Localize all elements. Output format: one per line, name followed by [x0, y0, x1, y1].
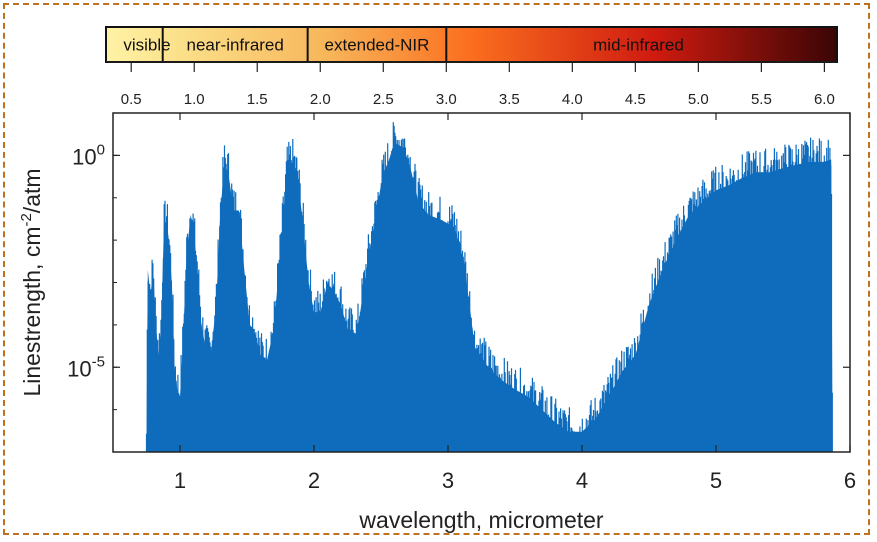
band-label: visible [123, 36, 170, 55]
y-axis-tick-label: 100 [72, 141, 105, 169]
x-axis-tick-label: 4 [576, 468, 588, 493]
x-axis-tick-label: 5 [710, 468, 722, 493]
top-axis-tick-label: 3.0 [436, 91, 457, 108]
y-axis-title-suffix: /atm [19, 168, 45, 213]
y-axis-title-sup: -2 [18, 213, 35, 226]
top-axis-tick-label: 2.5 [373, 91, 394, 108]
top-axis-tick-label: 0.5 [121, 91, 142, 108]
x-axis-tick-label: 2 [308, 468, 320, 493]
top-axis-tick-label: 2.0 [310, 91, 331, 108]
top-axis-tick-label: 6.0 [814, 91, 835, 108]
y-axis-title: Linestrength, cm-2/atm [18, 168, 45, 396]
top-axis-tick-label: 5.0 [688, 91, 709, 108]
x-axis-tick-label: 1 [174, 468, 186, 493]
top-axis-tick-label: 4.0 [562, 91, 583, 108]
x-axis-tick-label: 3 [442, 468, 454, 493]
top-axis-tick-label: 3.5 [499, 91, 520, 108]
x-axis-tick-label: 6 [844, 468, 856, 493]
top-axis-tick-label: 1.0 [184, 91, 205, 108]
dashed-frame [3, 3, 870, 535]
y-axis-tick-label: 10-5 [67, 353, 105, 381]
y-axis-title-main: Linestrength, cm [19, 227, 45, 397]
x-axis-title: wavelength, micrometer [358, 507, 603, 533]
top-axis-tick-label: 1.5 [247, 91, 268, 108]
band-label: mid-infrared [593, 36, 684, 55]
band-label: extended-NIR [325, 36, 430, 55]
top-axis-tick-label: 4.5 [625, 91, 646, 108]
series-spike-lines [145, 122, 833, 452]
linestrength-spikes [145, 122, 833, 452]
band-label: near-infrared [187, 36, 284, 55]
top-axis-tick-label: 5.5 [751, 91, 772, 108]
